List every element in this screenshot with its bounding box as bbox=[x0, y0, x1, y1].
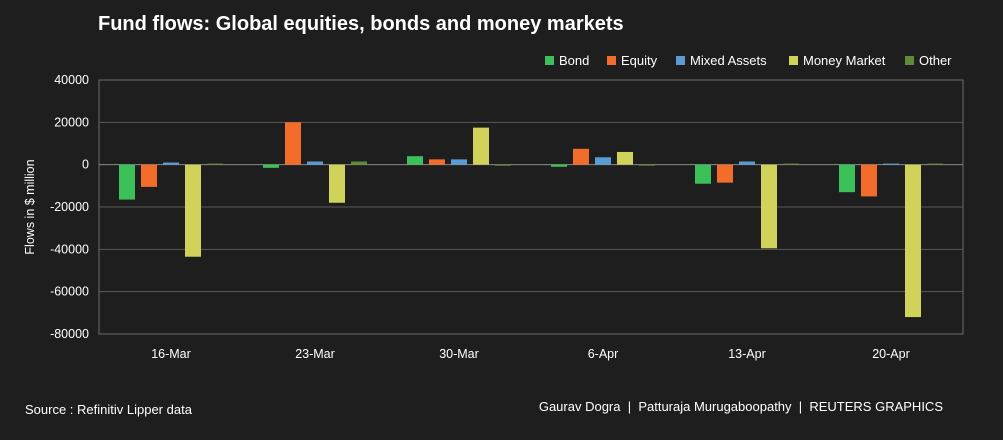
y-tick-label: 40000 bbox=[54, 73, 89, 87]
legend-swatch bbox=[676, 56, 685, 65]
bar-money-market-13-apr bbox=[761, 164, 777, 249]
y-tick-label: -60000 bbox=[50, 285, 89, 299]
legend-item-bond: Bond bbox=[545, 53, 589, 68]
bar-other-16-mar bbox=[207, 163, 223, 165]
bar-mixed-assets-30-mar bbox=[451, 159, 467, 165]
legend-item-money-market: Money Market bbox=[789, 53, 886, 68]
bar-equity-23-mar bbox=[285, 122, 301, 165]
legend: Bond Equity Mixed Assets Money Market Other bbox=[545, 53, 952, 68]
x-tick-label: 6-Apr bbox=[588, 347, 619, 361]
y-tick-label: 20000 bbox=[54, 115, 89, 129]
bar-money-market-30-mar bbox=[473, 127, 489, 165]
bar-equity-20-apr bbox=[861, 164, 877, 197]
bar-bond-6-apr bbox=[551, 164, 567, 167]
x-tick-label: 23-Mar bbox=[295, 347, 335, 361]
bar-equity-30-mar bbox=[429, 159, 445, 165]
legend-swatch bbox=[545, 56, 554, 65]
chart-title: Fund flows: Global equities, bonds and m… bbox=[98, 13, 624, 35]
legend-item-equity: Equity bbox=[607, 53, 658, 68]
bar-mixed-assets-23-mar bbox=[307, 161, 323, 165]
legend-label: Equity bbox=[621, 53, 658, 68]
plot-area: 40000 20000 0 -20000 -40000 -60000 -80000 16-M… bbox=[50, 73, 964, 361]
bar-other-6-apr bbox=[639, 164, 655, 166]
y-tick-label: -80000 bbox=[50, 327, 89, 341]
bar-money-market-6-apr bbox=[617, 151, 633, 165]
y-axis-ticks: 40000 20000 0 -20000 -40000 -60000 -80000 bbox=[50, 73, 89, 341]
bar-bond-30-mar bbox=[407, 156, 423, 165]
bars bbox=[119, 122, 943, 318]
bar-other-20-apr bbox=[927, 163, 943, 165]
bar-equity-6-apr bbox=[573, 148, 589, 165]
bar-money-market-20-apr bbox=[905, 164, 921, 318]
bar-bond-13-apr bbox=[695, 164, 711, 184]
legend-swatch bbox=[789, 56, 798, 65]
bar-mixed-assets-6-apr bbox=[595, 157, 611, 165]
bar-mixed-assets-16-mar bbox=[163, 162, 179, 165]
bar-mixed-assets-13-apr bbox=[739, 161, 755, 165]
bar-bond-20-apr bbox=[839, 164, 855, 193]
bar-other-30-mar bbox=[495, 164, 511, 166]
y-tick-label: -20000 bbox=[50, 200, 89, 214]
legend-label: Mixed Assets bbox=[690, 53, 767, 68]
x-axis-ticks: 16-Mar 23-Mar 30-Mar 6-Apr 13-Apr 20-Apr bbox=[151, 347, 910, 361]
bar-other-23-mar bbox=[351, 161, 367, 165]
bar-mixed-assets-20-apr bbox=[883, 163, 899, 165]
legend-swatch bbox=[607, 56, 616, 65]
bar-money-market-23-mar bbox=[329, 164, 345, 203]
gridlines bbox=[99, 121, 963, 293]
legend-label: Other bbox=[919, 53, 952, 68]
bar-money-market-16-mar bbox=[185, 164, 201, 257]
legend-item-mixed-assets: Mixed Assets bbox=[676, 53, 767, 68]
x-tick-label: 20-Apr bbox=[872, 347, 910, 361]
x-tick-label: 30-Mar bbox=[439, 347, 479, 361]
bar-bond-16-mar bbox=[119, 164, 135, 200]
legend-label: Bond bbox=[559, 53, 589, 68]
credit-line: Gaurav Dogra | Patturaja Murugaboopathy … bbox=[539, 399, 943, 414]
x-tick-label: 13-Apr bbox=[728, 347, 766, 361]
y-tick-label: -40000 bbox=[50, 242, 89, 256]
bar-bond-23-mar bbox=[263, 164, 279, 168]
legend-swatch bbox=[905, 56, 914, 65]
y-axis-label: Flows in $ million bbox=[23, 159, 37, 254]
bar-equity-13-apr bbox=[717, 164, 733, 183]
bar-other-13-apr bbox=[783, 163, 799, 165]
source-note: Source : Refinitiv Lipper data bbox=[25, 402, 193, 417]
y-tick-label: 0 bbox=[82, 158, 89, 172]
bar-equity-16-mar bbox=[141, 164, 157, 187]
legend-item-other: Other bbox=[905, 53, 952, 68]
x-tick-label: 16-Mar bbox=[151, 347, 191, 361]
legend-label: Money Market bbox=[803, 53, 886, 68]
